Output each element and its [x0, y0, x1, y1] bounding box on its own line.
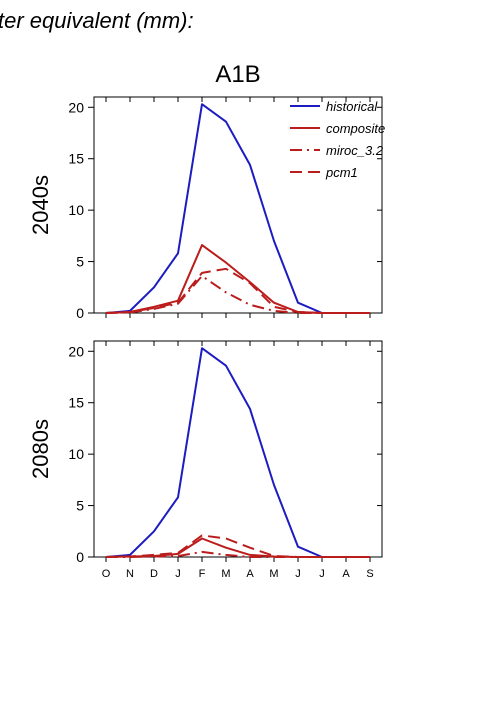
y-tick-label: 0 [76, 305, 84, 321]
legend-label: historical [326, 99, 378, 114]
plot-frame [93, 340, 383, 558]
x-tick-label: O [102, 568, 111, 580]
chart-panel-2040s: 0 5 10 15 20 2040s historical composite miroc_3.… [28, 96, 385, 321]
y-tick-label: 10 [68, 202, 84, 218]
y-tick-label: 5 [76, 498, 84, 514]
x-tick-label: F [199, 568, 206, 580]
scenario-title: A1B [215, 61, 260, 88]
y-tick-label: 5 [76, 254, 84, 270]
x-tick-label: M [269, 568, 278, 580]
y-tick-label: 10 [68, 446, 84, 462]
x-tick-label: J [295, 568, 301, 580]
y-tick-label: 15 [68, 395, 84, 411]
panel-label: 2080s [28, 419, 53, 479]
x-tick-label: D [150, 568, 158, 580]
x-tick-label: S [366, 568, 373, 580]
x-tick-label: J [175, 568, 181, 580]
y-tick-label: 20 [68, 343, 84, 359]
y-tick-label: 15 [68, 151, 84, 167]
x-tick-label: J [319, 568, 325, 580]
panel-label: 2040s [28, 175, 53, 235]
legend-label: miroc_3.2 [326, 143, 384, 158]
legend-label: pcm1 [325, 165, 358, 180]
plot-frame [93, 96, 383, 314]
y-tick-label: 20 [68, 99, 84, 115]
series-line-pcm1 [105, 267, 370, 314]
series-line-historical [105, 347, 370, 558]
x-tick-label: A [342, 568, 350, 580]
x-tick-label: M [221, 568, 230, 580]
series-line-pcm1 [105, 534, 370, 558]
series-line-miroc_3.2 [105, 275, 370, 314]
y-tick-label: 0 [76, 549, 84, 565]
series-line-composite [105, 537, 370, 558]
chart-panel-2080s: 0 5 10 15 20 O N D J F M A M J J A S 2080s [28, 340, 383, 580]
x-tick-label: A [246, 568, 254, 580]
figure-header: ter equivalent (mm): [0, 8, 194, 33]
series-line-composite [105, 244, 370, 314]
series-line-miroc_3.2 [106, 550, 370, 558]
legend-label: composite [326, 121, 385, 136]
x-tick-label: N [126, 568, 134, 580]
